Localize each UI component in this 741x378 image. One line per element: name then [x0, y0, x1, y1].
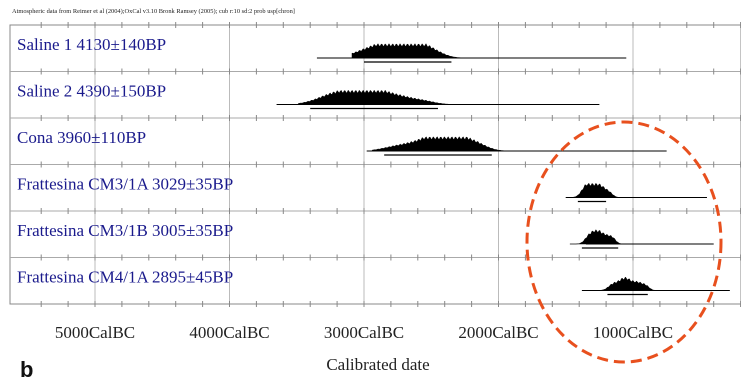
- x-axis: 5000CalBC 4000CalBC 3000CalBC 2000CalBC 1000…: [55, 323, 673, 342]
- sample-row: Saline 1 4130±140BP: [17, 35, 627, 63]
- grid-lines: [10, 22, 741, 307]
- sample-label: Frattesina CM3/1B 3005±35BP: [17, 221, 233, 240]
- sample-row: Cona 3960±110BP: [17, 128, 667, 156]
- x-tick-label: 2000CalBC: [458, 323, 538, 342]
- x-tick-label: 5000CalBC: [55, 323, 135, 342]
- sample-label: Frattesina CM3/1A 3029±35BP: [17, 175, 233, 194]
- sample-row: Saline 2 4390±150BP: [17, 82, 600, 110]
- sample-label: Saline 2 4390±150BP: [17, 82, 166, 101]
- sample-rows: Saline 1 4130±140BP Saline 2 4390±150BP Co…: [17, 35, 730, 296]
- x-axis-title: Calibrated date: [326, 355, 429, 374]
- sample-label: Frattesina CM4/1A 2895±45BP: [17, 268, 233, 287]
- sample-label: Saline 1 4130±140BP: [17, 35, 166, 54]
- probability-distribution: [351, 43, 464, 59]
- probability-distribution: [297, 89, 451, 105]
- chart-header: Atmospheric data from Reimer et al (2004…: [12, 8, 295, 15]
- probability-distribution: [565, 182, 619, 198]
- highlight-ellipse: [525, 120, 723, 364]
- sample-label: Cona 3960±110BP: [17, 128, 146, 147]
- x-tick-label: 3000CalBC: [324, 323, 404, 342]
- probability-distribution: [371, 136, 505, 152]
- sample-row: Frattesina CM3/1B 3005±35BP: [17, 221, 714, 249]
- probability-distribution: [595, 276, 660, 291]
- probability-distribution: [569, 229, 631, 245]
- panel-label: b: [20, 357, 33, 378]
- sample-row: Frattesina CM3/1A 3029±35BP: [17, 175, 707, 203]
- sample-row: Frattesina CM4/1A 2895±45BP: [17, 268, 730, 296]
- x-tick-label: 4000CalBC: [189, 323, 269, 342]
- x-tick-label: 1000CalBC: [593, 323, 673, 342]
